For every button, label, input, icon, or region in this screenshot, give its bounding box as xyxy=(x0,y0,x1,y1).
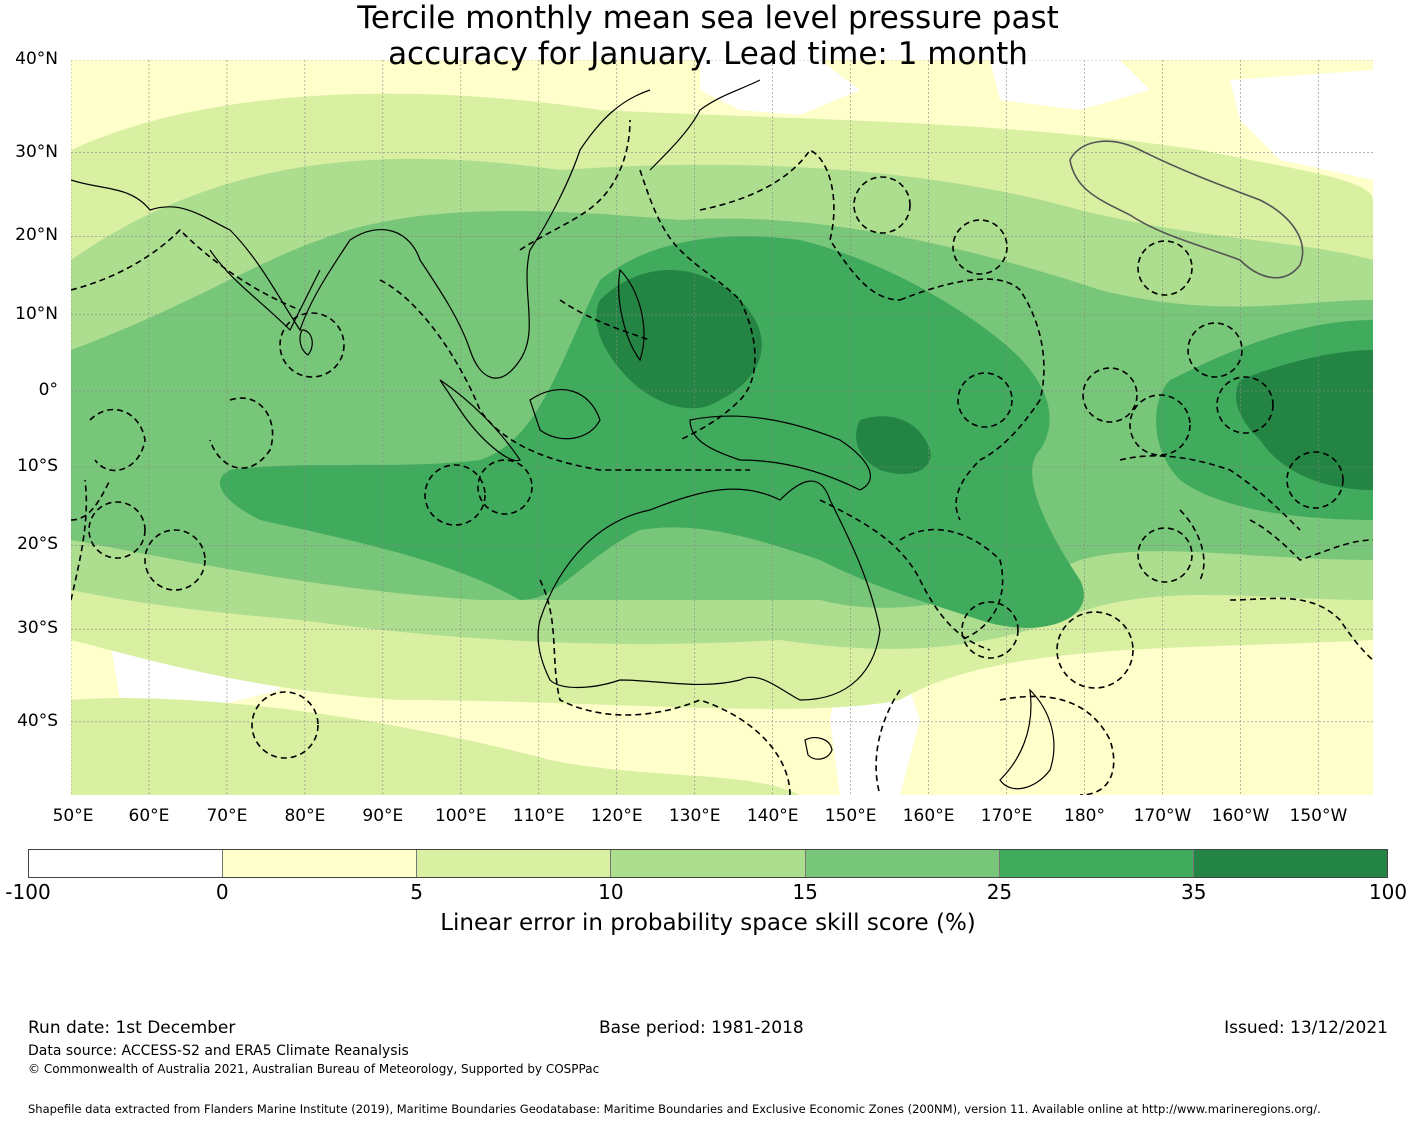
longitude-label: 90°E xyxy=(362,806,404,826)
coastline-sri-lanka xyxy=(299,329,313,356)
colorbar-segment xyxy=(805,850,1000,877)
skill-band-25-35 xyxy=(220,236,1084,628)
longitude-label: 110°E xyxy=(512,806,565,826)
coastline-new-guinea xyxy=(689,415,871,491)
latitude-label: 10°N xyxy=(15,303,58,324)
issued-date: Issued: 13/12/2021 xyxy=(1224,1018,1388,1038)
skill-band-35-100-coral xyxy=(856,416,931,474)
negative-skill-patch-central-north-pacific xyxy=(990,60,1150,110)
negative-skill-patch-northeast-pacific xyxy=(1230,70,1373,180)
coastlines xyxy=(71,79,1055,790)
colorbar-tick-label: 15 xyxy=(792,880,818,904)
colorbar-tick-label: 5 xyxy=(410,880,423,904)
colorbar-tick-label: 0 xyxy=(215,880,229,904)
longitude-label: 160°E xyxy=(902,806,955,826)
coastline-india xyxy=(209,249,321,332)
longitude-label: 170°W xyxy=(1133,806,1192,826)
skill-band-35-100-east xyxy=(1236,350,1373,490)
skill-score-fill xyxy=(71,60,1373,795)
latitude-label: 20°S xyxy=(17,534,58,555)
longitude-label: 50°E xyxy=(52,806,94,826)
coastline-new-zealand xyxy=(999,688,1055,790)
skill-score-map xyxy=(71,60,1373,795)
colorbar-tick-label: 25 xyxy=(986,880,1013,904)
colorbar-segment xyxy=(417,850,612,877)
latitude-label: 20°N xyxy=(15,225,58,246)
longitude-label: 160°W xyxy=(1211,806,1270,826)
copyright: © Commonwealth of Australia 2021, Austra… xyxy=(28,1062,600,1076)
colorbar-segment xyxy=(29,850,224,877)
coastline-asia-mainland xyxy=(71,89,651,379)
coastline-philippines xyxy=(618,268,645,362)
latitude-label: 30°S xyxy=(17,618,58,639)
coastline-japan xyxy=(649,79,761,171)
chart-title: Tercile monthly mean sea level pressure … xyxy=(0,0,1416,72)
data-source: Data source: ACCESS-S2 and ERA5 Climate … xyxy=(28,1043,409,1059)
longitude-label: 150°E xyxy=(824,806,877,826)
latitude-label: 40°S xyxy=(17,710,58,731)
colorbar-segment xyxy=(223,850,418,877)
colorbar-tick-label: 35 xyxy=(1180,880,1207,904)
latitude-label: 40°N xyxy=(15,49,58,69)
latitude-label: 30°N xyxy=(15,141,58,162)
colorbar-segment xyxy=(1193,850,1387,877)
longitude-label: 140°E xyxy=(746,806,799,826)
colorbar-tick-label: -100 xyxy=(5,880,51,904)
chart-title-line-1: Tercile monthly mean sea level pressure … xyxy=(357,0,1059,36)
colorbar-label: Linear error in probability space skill … xyxy=(440,910,976,936)
longitude-label: 100°E xyxy=(434,806,487,826)
longitude-label: 70°E xyxy=(206,806,248,826)
colorbar-tick-label: 100 xyxy=(1368,880,1408,904)
skill-band-35-100 xyxy=(596,270,762,409)
base-period: Base period: 1981-2018 xyxy=(599,1018,804,1038)
longitude-label: 150°W xyxy=(1289,806,1348,826)
coastline-tasmania xyxy=(804,737,833,760)
longitude-label: 130°E xyxy=(668,806,721,826)
coastline-borneo xyxy=(529,389,601,440)
colorbar xyxy=(28,849,1388,878)
coastline-australia xyxy=(537,480,881,701)
colorbar-segment xyxy=(611,850,806,877)
colorbar-segment xyxy=(999,850,1194,877)
chart-title-line-2: accuracy for January. Lead time: 1 month xyxy=(388,36,1028,72)
colorbar-tick-label: 10 xyxy=(598,880,624,904)
run-date: Run date: 1st December xyxy=(28,1018,236,1038)
negative-skill-patch-north-pacific xyxy=(700,60,860,115)
longitude-label: 180° xyxy=(1064,806,1106,826)
longitude-label: 170°E xyxy=(980,806,1033,826)
map-gridlines xyxy=(71,60,1373,795)
longitude-label: 60°E xyxy=(128,806,170,826)
latitude-label: 0° xyxy=(38,379,58,400)
longitude-label: 80°E xyxy=(284,806,326,826)
shapefile-attribution: Shapefile data extracted from Flanders M… xyxy=(28,1102,1321,1116)
skill-band-5-10-south xyxy=(71,698,800,795)
hawaii-eez-outline xyxy=(1069,140,1304,279)
coastline-sumatra xyxy=(439,379,521,462)
longitude-label: 120°E xyxy=(590,806,643,826)
latitude-label: 10°S xyxy=(17,455,58,476)
eez-boundaries xyxy=(71,119,1373,795)
